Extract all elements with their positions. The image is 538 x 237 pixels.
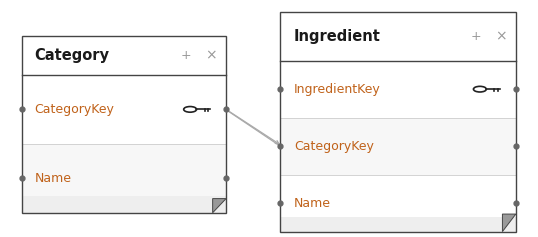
Bar <box>22 36 226 213</box>
Bar <box>280 13 516 232</box>
Text: +: + <box>470 30 481 43</box>
Text: Name: Name <box>34 172 72 185</box>
Polygon shape <box>502 214 516 232</box>
Polygon shape <box>213 199 226 213</box>
Bar <box>280 61 516 118</box>
Bar <box>22 196 226 213</box>
Text: +: + <box>181 49 191 62</box>
Text: IngredientKey: IngredientKey <box>294 83 381 96</box>
Bar <box>280 217 516 232</box>
Text: CategoryKey: CategoryKey <box>294 140 374 153</box>
Text: Category: Category <box>34 48 109 63</box>
Bar <box>22 75 226 144</box>
Text: CategoryKey: CategoryKey <box>34 103 114 116</box>
Text: ×: × <box>205 49 217 63</box>
Bar <box>280 175 516 232</box>
Text: Name: Name <box>294 197 331 210</box>
Text: ×: × <box>495 30 507 44</box>
Bar <box>280 118 516 175</box>
Text: Ingredient: Ingredient <box>294 29 381 44</box>
Bar <box>22 144 226 213</box>
